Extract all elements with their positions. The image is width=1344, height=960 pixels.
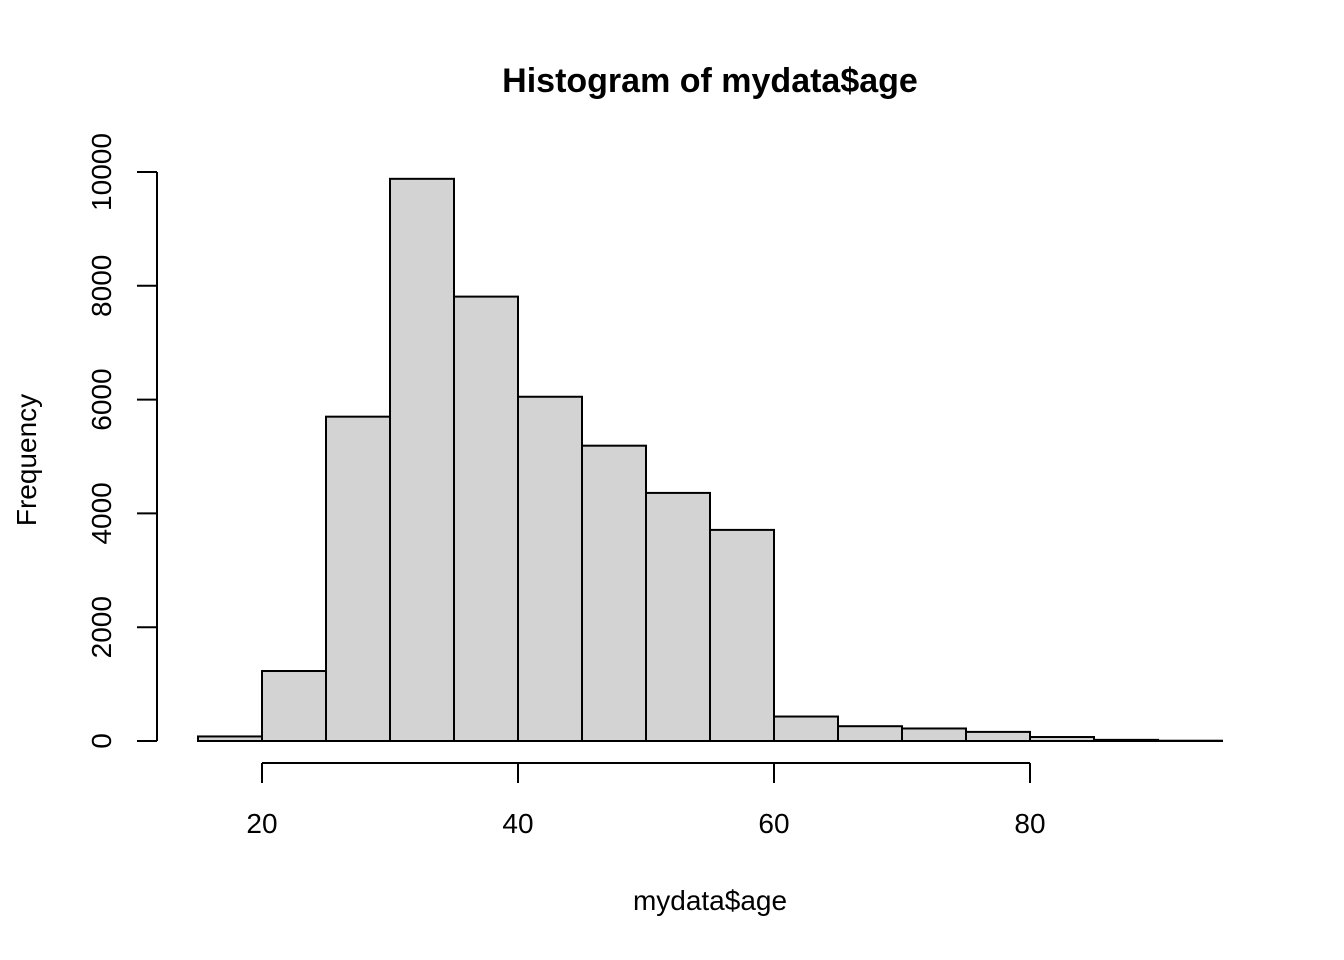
x-tick-label: 40: [502, 808, 533, 839]
histogram-bar: [581, 444, 647, 742]
histogram-bar: [901, 727, 967, 742]
y-tick-label: 2000: [86, 596, 117, 658]
histogram-bar: [837, 725, 903, 742]
y-tick-label: 10000: [86, 133, 117, 211]
histogram-bars: [197, 177, 1223, 743]
y-axis: 0 2000 4000 6000 8000 10000: [86, 133, 158, 749]
x-tick-label: 20: [246, 808, 277, 839]
chart-title: Histogram of mydata$age: [502, 62, 918, 100]
histogram-bar: [453, 295, 519, 742]
y-tick-label: 0: [86, 733, 117, 749]
histogram-bar: [965, 730, 1031, 742]
histogram-bar: [645, 491, 711, 742]
histogram-bar: [261, 670, 327, 742]
histogram-bar: [1029, 736, 1095, 743]
y-axis-label: Frequency: [11, 394, 42, 526]
histogram-bar: [1093, 738, 1159, 742]
histogram-bar: [389, 177, 455, 742]
x-tick-label: 80: [1014, 808, 1045, 839]
x-axis-label: mydata$age: [633, 885, 787, 916]
histogram-bar: [197, 735, 263, 742]
x-tick-label: 60: [758, 808, 789, 839]
histogram-bar: [773, 715, 839, 743]
x-axis: 20 40 60 80: [246, 762, 1046, 839]
y-tick-label: 6000: [86, 368, 117, 430]
y-tick-label: 4000: [86, 482, 117, 544]
histogram-bar: [325, 415, 391, 742]
y-tick-label: 8000: [86, 255, 117, 317]
histogram-bar: [709, 528, 775, 742]
histogram-bar: [517, 395, 583, 742]
